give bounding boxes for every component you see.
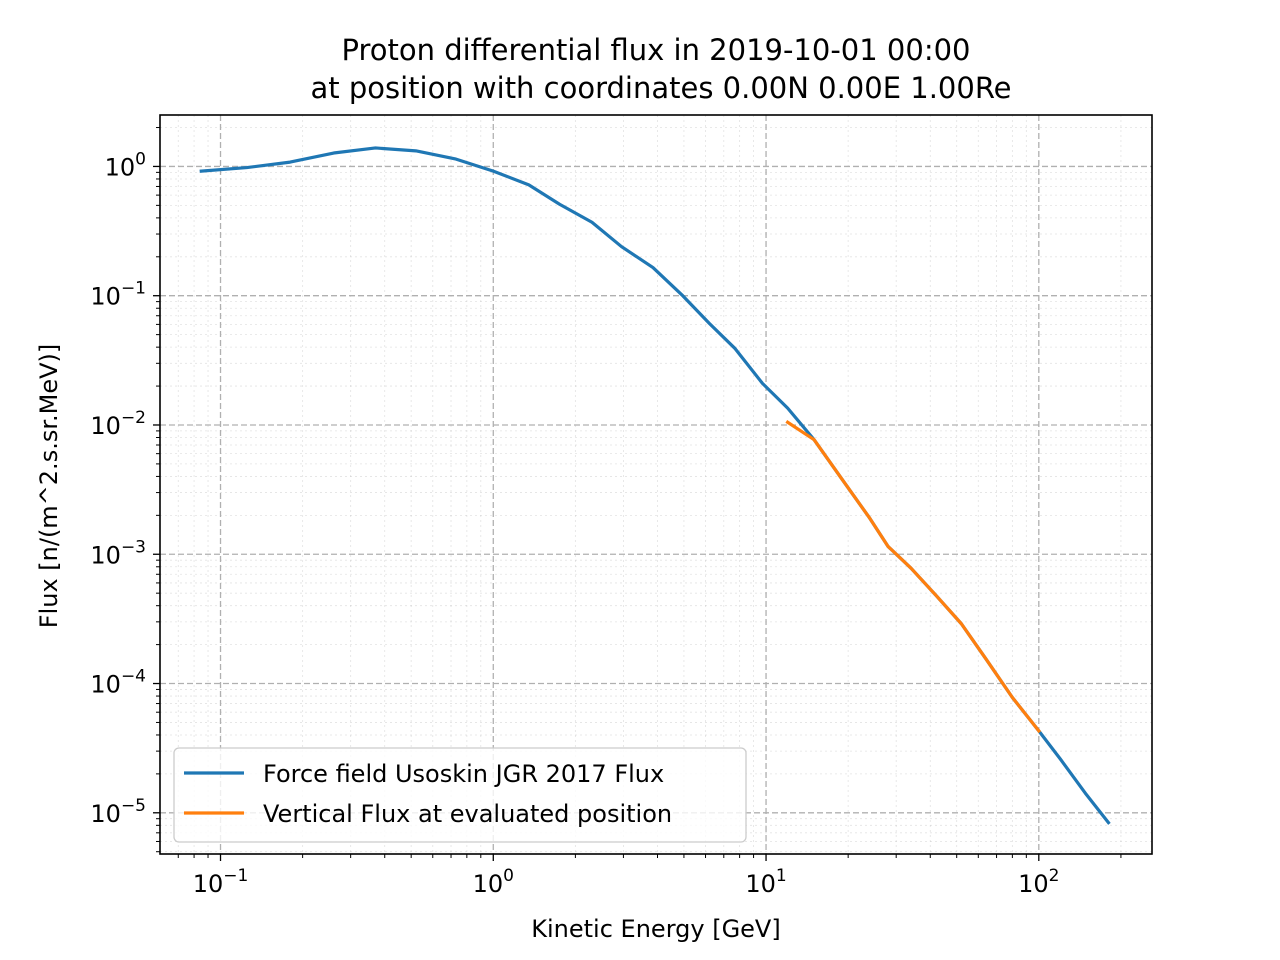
plot-frame (159, 114, 1153, 855)
y-tick-label-exponent: 0 (135, 149, 146, 169)
x-tick-label-exponent: 0 (503, 866, 514, 886)
x-tick-label: 102 (1018, 866, 1059, 898)
x-tick-label-base: 10 (473, 870, 504, 898)
chart-subtitle: at position with coordinates 0.00N 0.00E… (310, 71, 1011, 105)
y-tick-label-exponent: −4 (121, 667, 146, 687)
legend: Force field Usoskin JGR 2017 Flux Vertic… (173, 747, 747, 843)
y-tick-label: 10−1 (90, 279, 146, 311)
y-tick-label-base: 10 (90, 800, 121, 828)
y-tick-label-exponent: −5 (121, 796, 146, 816)
x-tick-label: 101 (745, 866, 786, 898)
x-tick-label-base: 10 (1018, 870, 1049, 898)
y-tick-label: 10−2 (90, 408, 146, 440)
y-axis-label: Flux [n/(m^2.s.sr.MeV)] (35, 344, 63, 628)
y-tick-label-exponent: −1 (121, 279, 146, 299)
x-tick-label: 100 (473, 866, 514, 898)
y-tick-label: 10−5 (90, 796, 146, 828)
y-tick-label-exponent: −3 (121, 537, 146, 557)
x-tick-label: 10−1 (193, 866, 249, 898)
x-tick-label-exponent: 2 (1049, 866, 1060, 886)
y-tick-label-exponent: −2 (121, 408, 146, 428)
x-tick-label-base: 10 (193, 870, 224, 898)
legend-frame (173, 747, 747, 843)
series-layer (199, 146, 1111, 825)
y-tick-label-base: 10 (90, 412, 121, 440)
chart-title: Proton differential flux in 2019-10-01 0… (342, 33, 971, 67)
legend-label-vertical-flux: Vertical Flux at evaluated position (263, 800, 672, 828)
y-tick-label-base: 10 (90, 671, 121, 699)
x-tick-label-base: 10 (745, 870, 776, 898)
y-tick-label: 10−3 (90, 537, 146, 569)
y-tick-label-base: 10 (90, 283, 121, 311)
x-axis-label: Kinetic Energy [GeV] (531, 915, 780, 943)
y-tick-label-base: 10 (90, 541, 121, 569)
y-tick-label: 10−4 (90, 667, 146, 699)
y-tick-label-base: 10 (105, 153, 136, 181)
legend-label-force-field: Force field Usoskin JGR 2017 Flux (263, 760, 664, 788)
series-line-1 (785, 420, 1042, 734)
x-tick-label-exponent: 1 (776, 866, 787, 886)
y-tick-label: 100 (105, 149, 146, 181)
x-tick-label-exponent: −1 (223, 866, 248, 886)
